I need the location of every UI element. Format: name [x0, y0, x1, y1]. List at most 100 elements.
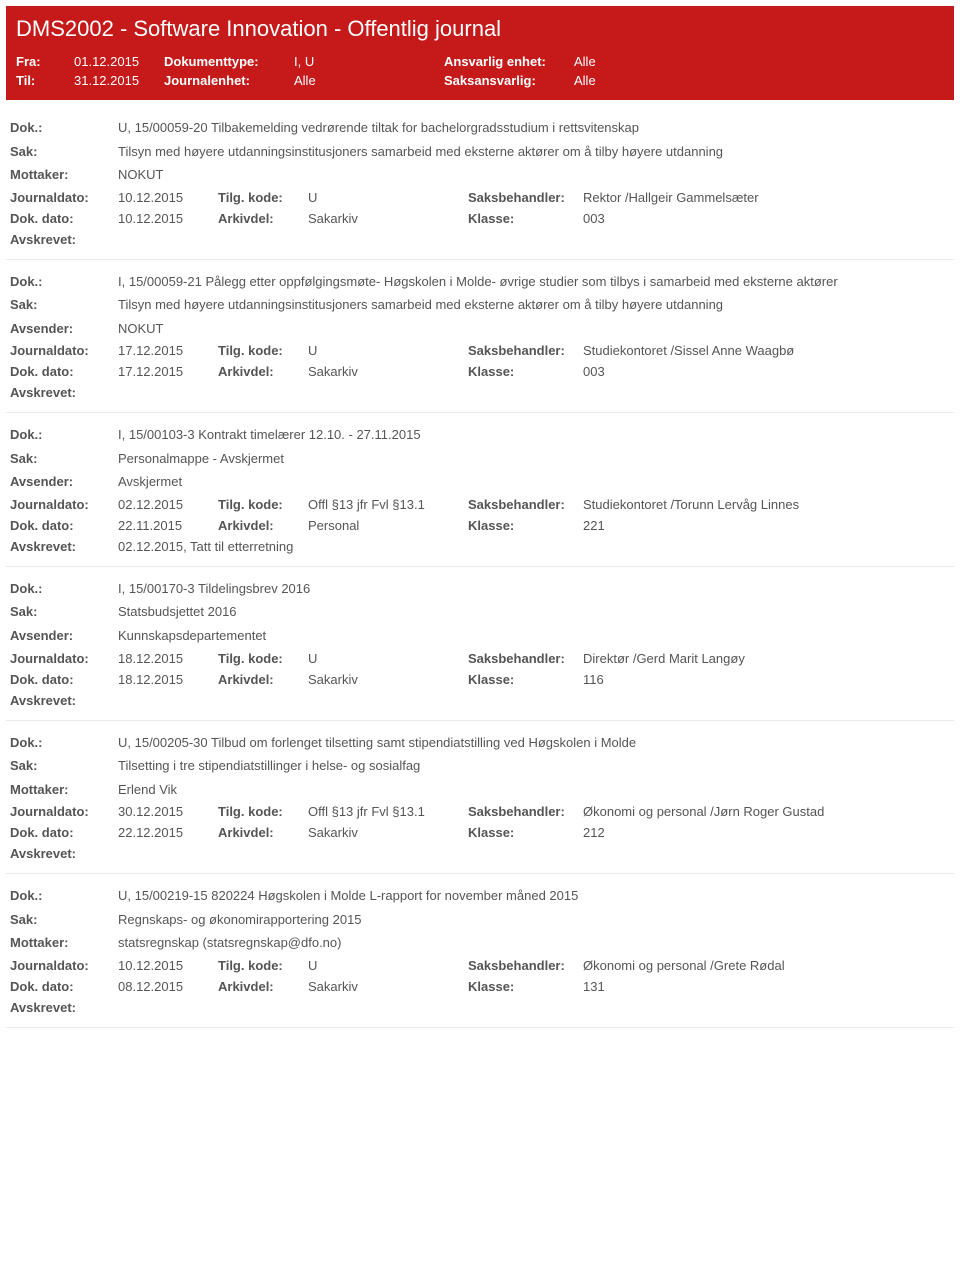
filter-row-1: Fra: 01.12.2015 Dokumenttype: I, U Ansva…	[12, 52, 948, 71]
saksbehandler-value: Økonomi og personal /Jørn Roger Gustad	[583, 804, 950, 819]
journaldato-value: 17.12.2015	[118, 343, 218, 358]
journal-unit-label: Journalenhet:	[164, 73, 294, 88]
arkivdel-value: Sakarkiv	[308, 825, 468, 840]
journaldato-label: Journaldato:	[10, 343, 118, 358]
dok-row: Dok.:I, 15/00170-3 Tildelingsbrev 2016	[10, 577, 950, 601]
journal-unit-value: Alle	[294, 73, 444, 88]
arkivdel-label: Arkivdel:	[218, 979, 308, 994]
meta-row-1: Journaldato:17.12.2015Tilg. kode:USaksbe…	[10, 340, 950, 361]
meta-row-2: Dok. dato:08.12.2015Arkivdel:SakarkivKla…	[10, 976, 950, 997]
dok-label: Dok.:	[10, 580, 118, 598]
journaldato-value: 02.12.2015	[118, 497, 218, 512]
avskrevet-value: 02.12.2015, Tatt til etterretning	[118, 539, 950, 554]
sak-value: Tilsyn med høyere utdanningsinstitusjone…	[118, 143, 950, 161]
dokdato-label: Dok. dato:	[10, 518, 118, 533]
dok-label: Dok.:	[10, 273, 118, 291]
dokdato-label: Dok. dato:	[10, 979, 118, 994]
avskrevet-label: Avskrevet:	[10, 232, 118, 247]
klasse-value: 221	[583, 518, 950, 533]
tilgkode-value: Offl §13 jfr Fvl §13.1	[308, 804, 468, 819]
sak-value: Personalmappe - Avskjermet	[118, 450, 950, 468]
klasse-value: 212	[583, 825, 950, 840]
party-value: Avskjermet	[118, 473, 950, 491]
klasse-label: Klasse:	[468, 211, 583, 226]
sak-value: Statsbudsjettet 2016	[118, 603, 950, 621]
meta-row-2: Dok. dato:22.11.2015Arkivdel:PersonalKla…	[10, 515, 950, 536]
tilgkode-value: U	[308, 651, 468, 666]
dokdato-label: Dok. dato:	[10, 364, 118, 379]
case-responsible-value: Alle	[574, 73, 674, 88]
journal-entry: Dok.:I, 15/00059-21 Pålegg etter oppfølg…	[6, 260, 954, 414]
avskrevet-label: Avskrevet:	[10, 693, 118, 708]
avskrevet-label: Avskrevet:	[10, 846, 118, 861]
party-label: Avsender:	[10, 320, 118, 338]
dokdato-value: 08.12.2015	[118, 979, 218, 994]
avskrevet-row: Avskrevet:	[10, 843, 950, 867]
klasse-label: Klasse:	[468, 364, 583, 379]
party-value: NOKUT	[118, 320, 950, 338]
journaldato-value: 10.12.2015	[118, 958, 218, 973]
journal-entry: Dok.:I, 15/00170-3 Tildelingsbrev 2016 Sa…	[6, 567, 954, 721]
arkivdel-label: Arkivdel:	[218, 518, 308, 533]
to-value: 31.12.2015	[74, 73, 164, 88]
dokdato-value: 18.12.2015	[118, 672, 218, 687]
party-value: NOKUT	[118, 166, 950, 184]
meta-row-2: Dok. dato:18.12.2015Arkivdel:SakarkivKla…	[10, 669, 950, 690]
arkivdel-value: Sakarkiv	[308, 364, 468, 379]
meta-row-1: Journaldato:10.12.2015Tilg. kode:USaksbe…	[10, 955, 950, 976]
meta-row-1: Journaldato:18.12.2015Tilg. kode:USaksbe…	[10, 648, 950, 669]
arkivdel-label: Arkivdel:	[218, 825, 308, 840]
klasse-label: Klasse:	[468, 672, 583, 687]
avskrevet-label: Avskrevet:	[10, 1000, 118, 1015]
sak-value: Tilsetting i tre stipendiatstillinger i …	[118, 757, 950, 775]
tilgkode-label: Tilg. kode:	[218, 190, 308, 205]
saksbehandler-value: Studiekontoret /Torunn Lervåg Linnes	[583, 497, 950, 512]
avskrevet-value	[118, 232, 950, 247]
meta-row-1: Journaldato:30.12.2015Tilg. kode:Offl §1…	[10, 801, 950, 822]
meta-row-2: Dok. dato:17.12.2015Arkivdel:SakarkivKla…	[10, 361, 950, 382]
journal-entry: Dok.:I, 15/00103-3 Kontrakt timelærer 12…	[6, 413, 954, 567]
dok-value: U, 15/00219-15 820224 Høgskolen i Molde …	[118, 887, 950, 905]
journaldato-label: Journaldato:	[10, 958, 118, 973]
dokdato-value: 17.12.2015	[118, 364, 218, 379]
case-responsible-label: Saksansvarlig:	[444, 73, 574, 88]
party-row: Mottaker:statsregnskap (statsregnskap@df…	[10, 931, 950, 955]
klasse-label: Klasse:	[468, 825, 583, 840]
party-row: Mottaker:NOKUT	[10, 163, 950, 187]
avskrevet-value	[118, 693, 950, 708]
dokdato-label: Dok. dato:	[10, 825, 118, 840]
doctype-label: Dokumenttype:	[164, 54, 294, 69]
tilgkode-value: U	[308, 958, 468, 973]
dok-value: U, 15/00059-20 Tilbakemelding vedrørende…	[118, 119, 950, 137]
avskrevet-label: Avskrevet:	[10, 539, 118, 554]
klasse-value: 116	[583, 672, 950, 687]
sak-row: Sak:Tilsetting i tre stipendiatstillinge…	[10, 754, 950, 778]
journaldato-label: Journaldato:	[10, 804, 118, 819]
avskrevet-label: Avskrevet:	[10, 385, 118, 400]
arkivdel-value: Sakarkiv	[308, 672, 468, 687]
meta-row-2: Dok. dato:10.12.2015Arkivdel:SakarkivKla…	[10, 208, 950, 229]
saksbehandler-value: Direktør /Gerd Marit Langøy	[583, 651, 950, 666]
dokdato-value: 22.12.2015	[118, 825, 218, 840]
sak-label: Sak:	[10, 603, 118, 621]
journal-entry: Dok.:U, 15/00205-30 Tilbud om forlenget …	[6, 721, 954, 875]
arkivdel-label: Arkivdel:	[218, 211, 308, 226]
avskrevet-row: Avskrevet:	[10, 229, 950, 253]
meta-row-1: Journaldato:02.12.2015Tilg. kode:Offl §1…	[10, 494, 950, 515]
journaldato-label: Journaldato:	[10, 497, 118, 512]
tilgkode-label: Tilg. kode:	[218, 804, 308, 819]
party-label: Mottaker:	[10, 166, 118, 184]
from-value: 01.12.2015	[74, 54, 164, 69]
from-label: Fra:	[16, 54, 74, 69]
party-row: Avsender:Kunnskapsdepartementet	[10, 624, 950, 648]
dok-row: Dok.:I, 15/00059-21 Pålegg etter oppfølg…	[10, 270, 950, 294]
tilgkode-label: Tilg. kode:	[218, 343, 308, 358]
header-banner: DMS2002 - Software Innovation - Offentli…	[6, 6, 954, 100]
dok-row: Dok.:U, 15/00219-15 820224 Høgskolen i M…	[10, 884, 950, 908]
saksbehandler-label: Saksbehandler:	[468, 190, 583, 205]
arkivdel-value: Personal	[308, 518, 468, 533]
doctype-value: I, U	[294, 54, 444, 69]
arkivdel-value: Sakarkiv	[308, 979, 468, 994]
klasse-label: Klasse:	[468, 518, 583, 533]
saksbehandler-value: Rektor /Hallgeir Gammelsæter	[583, 190, 950, 205]
